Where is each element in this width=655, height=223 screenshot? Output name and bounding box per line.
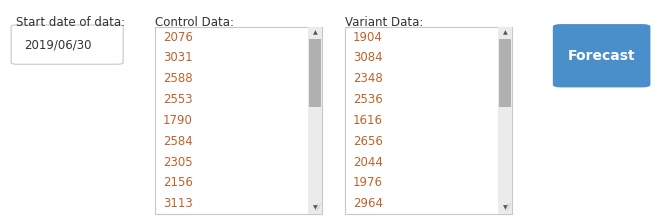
Text: 2536: 2536 (353, 93, 383, 106)
FancyBboxPatch shape (11, 25, 123, 64)
Bar (345, 27, 512, 214)
Text: ▲: ▲ (312, 30, 318, 35)
Text: 1616: 1616 (353, 114, 383, 127)
Text: Forecast: Forecast (568, 49, 635, 63)
Text: ╱╱: ╱╱ (504, 204, 510, 211)
Bar (308, 27, 322, 214)
Text: 1976: 1976 (353, 176, 383, 189)
Text: Start date of data:: Start date of data: (16, 16, 126, 29)
Text: 3113: 3113 (163, 197, 193, 210)
Text: 2588: 2588 (163, 72, 193, 85)
Text: 2019/06/30: 2019/06/30 (24, 38, 92, 51)
Text: 2656: 2656 (353, 135, 383, 148)
Text: Control Data:: Control Data: (155, 16, 234, 29)
Text: 2305: 2305 (163, 156, 193, 169)
Bar (308, 202, 322, 214)
Text: 2076: 2076 (163, 31, 193, 44)
Bar (498, 27, 512, 39)
Text: 3031: 3031 (163, 52, 193, 64)
Text: Variant Data:: Variant Data: (345, 16, 424, 29)
Bar (309, 39, 321, 107)
Text: 2553: 2553 (163, 93, 193, 106)
FancyBboxPatch shape (553, 24, 650, 87)
Text: 1904: 1904 (353, 31, 383, 44)
Text: 2964: 2964 (353, 197, 383, 210)
Text: ╱╱: ╱╱ (314, 204, 320, 211)
Text: ▼: ▼ (502, 205, 508, 211)
Text: 1790: 1790 (163, 114, 193, 127)
Text: 2044: 2044 (353, 156, 383, 169)
Text: ▼: ▼ (312, 205, 318, 211)
Text: 2584: 2584 (163, 135, 193, 148)
Bar (498, 27, 512, 214)
Text: ▲: ▲ (502, 30, 508, 35)
Bar (499, 39, 511, 107)
Text: 3084: 3084 (353, 52, 383, 64)
Bar (308, 27, 322, 39)
Bar (498, 202, 512, 214)
Text: 2348: 2348 (353, 72, 383, 85)
Bar (155, 27, 322, 214)
Text: 2156: 2156 (163, 176, 193, 189)
